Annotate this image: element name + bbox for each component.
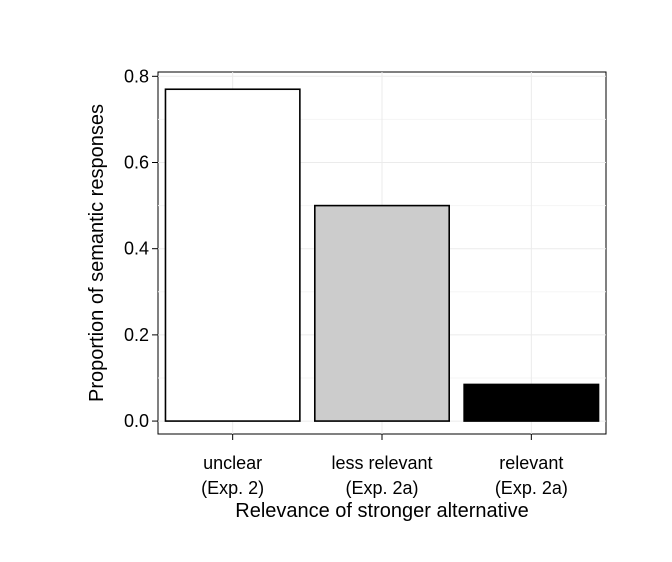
y-tick-label: 0.4 (124, 239, 149, 259)
bar (463, 383, 600, 422)
bar (313, 204, 450, 422)
bars (164, 88, 600, 422)
x-tick-label: unclear (203, 453, 262, 473)
x-axis: unclear (Exp. 2) less relevant (Exp. 2a) rel… (201, 434, 568, 498)
y-tick-label: 0.2 (124, 325, 149, 345)
y-tick-label: 0.8 (124, 66, 149, 86)
x-axis-title: Relevance of stronger alternative (235, 500, 529, 522)
x-tick-label: less relevant (331, 453, 432, 473)
x-tick-label: relevant (499, 453, 563, 473)
y-axis: 0.0 0.2 0.4 0.6 0.8 (124, 66, 158, 431)
x-tick-sublabel: (Exp. 2) (201, 478, 264, 498)
y-tick-label: 0.6 (124, 153, 149, 173)
x-tick-sublabel: (Exp. 2a) (345, 478, 418, 498)
y-axis-title: Proportion of semantic responses (86, 104, 108, 402)
x-tick-sublabel: (Exp. 2a) (495, 478, 568, 498)
bar (164, 88, 301, 422)
y-tick-label: 0.0 (124, 411, 149, 431)
